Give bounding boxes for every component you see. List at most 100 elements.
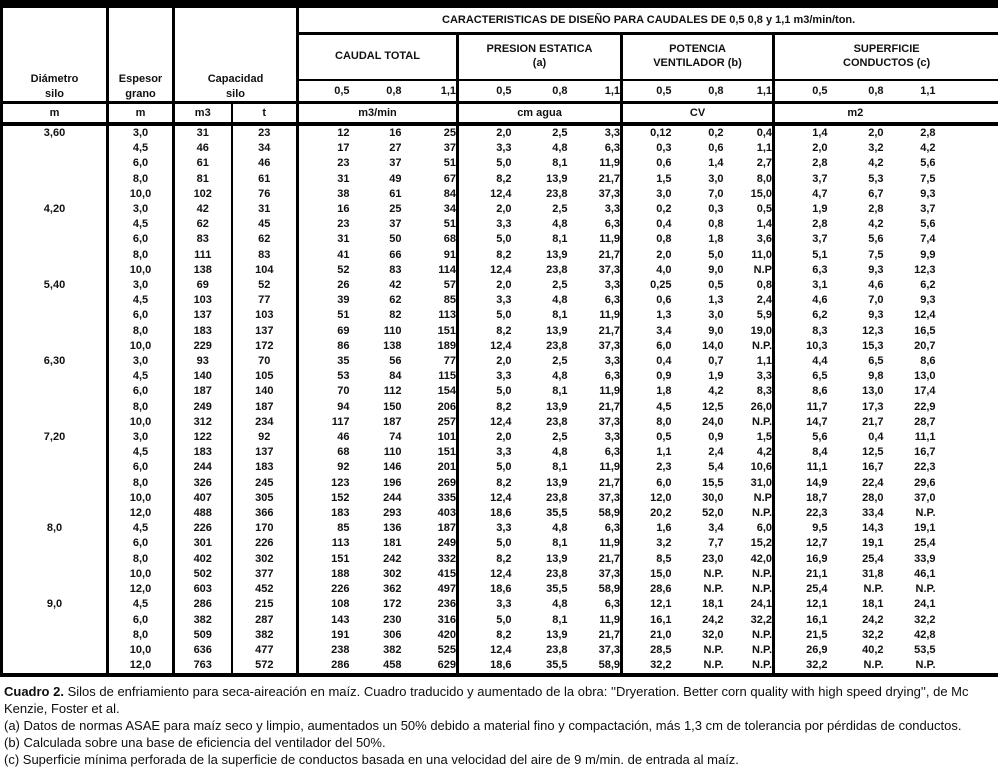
filler-cell: [936, 369, 998, 384]
cell: 3,2: [868, 142, 884, 155]
cell: [2, 248, 108, 263]
cell: 1,1: [756, 142, 773, 155]
table-row: 8,0 4,5 226 170 85 136 187 3,3 4,8 6,3 1,6 3,4 6,0 9,…: [2, 521, 998, 537]
group-header-caudal-label: CAUDAL TOTAL: [335, 50, 420, 63]
cell: 301: [172, 536, 232, 552]
cell: 1,9: [772, 202, 828, 218]
cell: 46: [172, 141, 232, 157]
cell: 10,0: [106, 566, 174, 583]
cell: 201: [437, 461, 457, 474]
cell: 13,9: [546, 476, 568, 489]
cell: 25: [389, 203, 402, 216]
cell: 13,0: [914, 370, 936, 383]
cell: N.P.: [915, 507, 936, 520]
unit-presion: cm agua: [456, 101, 622, 126]
cell: 140: [172, 369, 232, 385]
cell: 3,3: [456, 445, 512, 461]
cell: N.P.: [863, 659, 884, 672]
cell: 5,6: [920, 157, 936, 170]
cell: 477: [230, 642, 298, 659]
cell: 3,3: [756, 370, 773, 383]
cell: 226: [172, 521, 232, 537]
cell: 332: [437, 552, 457, 565]
cell: 40,2: [862, 643, 884, 656]
cell: [2, 339, 108, 354]
cell: 6,3: [604, 522, 621, 535]
cell: 21,0: [620, 627, 672, 643]
cell: 9,9: [920, 248, 936, 261]
cell: 2,0: [620, 247, 672, 263]
cell: 25: [443, 127, 457, 139]
cell: 6,30: [43, 355, 66, 368]
cell: [2, 324, 108, 339]
subheader-flow: 1,1: [604, 85, 621, 97]
filler-cell: [936, 324, 998, 339]
cell: 151: [437, 446, 457, 459]
cell: 170: [230, 521, 298, 537]
cell: 1,3: [620, 308, 672, 324]
cell: 84: [389, 370, 402, 383]
cell: 4,8: [552, 294, 568, 307]
cell: 3,0: [106, 354, 174, 370]
cell: 8,3: [772, 323, 828, 339]
cell: N.P.: [752, 583, 773, 596]
cell: 28,7: [914, 415, 936, 428]
cell: 151: [296, 551, 350, 567]
cell: 23,8: [546, 263, 568, 276]
cell: 25,4: [862, 552, 884, 565]
col-header-diametro-line1: Diámetro: [30, 73, 79, 86]
cell: 53,5: [914, 643, 936, 656]
cell: 136: [383, 522, 402, 535]
cell: 8,1: [552, 385, 568, 398]
cell: 26,0: [750, 400, 773, 413]
cell: 20,7: [914, 339, 936, 352]
cell: 6,0: [106, 308, 174, 324]
filler-cell: [936, 187, 998, 202]
group-header-potencia-line2: VENTILADOR (b): [653, 57, 742, 69]
cell: 37: [443, 142, 457, 155]
cell: 242: [383, 552, 402, 565]
table-row: 10,0 312 234 117 187 257 12,4 23,8 37,3 8,0 24,0 N.…: [2, 414, 998, 431]
cell: 18,1: [862, 598, 884, 611]
cell: 15,3: [862, 339, 884, 352]
cell: 3,0: [708, 309, 724, 322]
unit-potencia: CV: [620, 101, 774, 126]
table-row: 10,0 229 172 86 138 189 12,4 23,8 37,3 6,0 14,0 N.P…: [2, 338, 998, 355]
cell: N.P.: [915, 659, 936, 672]
unit-capacidad-t: t: [230, 101, 298, 126]
col-header-espesor-line1: Espesor: [118, 73, 163, 86]
cell: 3,7: [772, 232, 828, 248]
cell: 12,4: [456, 642, 512, 659]
cell: 2,3: [620, 460, 672, 476]
cell: 12,5: [702, 400, 724, 413]
filler-cell: [936, 80, 998, 103]
cell: 74: [389, 431, 402, 444]
cell: 16: [296, 202, 350, 218]
cell: 6,3: [604, 598, 621, 611]
table-row: 6,0 137 103 51 82 113 5,0 8,1 11,9 1,3 3,0 5,9 6,2 9,…: [2, 308, 998, 324]
cell: N.P.: [752, 567, 773, 580]
cell: 7,5: [868, 248, 884, 261]
cell: 1,5: [620, 171, 672, 187]
cell: 32,2: [772, 658, 828, 676]
cell: 111: [172, 247, 232, 263]
cell: 0,2: [708, 127, 724, 139]
cell: 137: [172, 308, 232, 324]
col-header-espesor: Espesor grano: [106, 4, 174, 103]
cell: 21,7: [598, 628, 621, 641]
subheader-flow: 0,8: [552, 85, 568, 97]
cell: 8,0: [106, 171, 174, 187]
cell: 50: [389, 233, 402, 246]
cell: [2, 536, 108, 551]
filler-cell: [936, 445, 998, 460]
cell: 6,3: [604, 218, 621, 231]
cell: 3,7: [920, 203, 936, 216]
cell: 86: [296, 338, 350, 355]
cell: 12,0: [620, 490, 672, 507]
cell: 2,8: [868, 203, 884, 216]
table-row: 6,0 61 46 23 37 51 5,0 8,1 11,9 0,6 1,4 2,7 2,8 4,2 5,…: [2, 156, 998, 172]
cell: 27: [389, 142, 402, 155]
cell: 11,1: [914, 431, 936, 444]
cell: 4,2: [756, 446, 773, 459]
subheader-flow: 0,5: [620, 80, 672, 103]
